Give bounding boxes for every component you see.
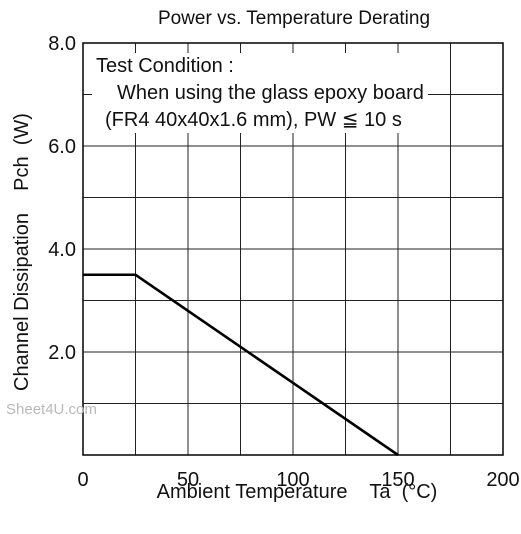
annotation-line-3: (FR4 40x40x1.6 mm), PW ≦ 10 s xyxy=(105,109,402,131)
x-tick-label: 100 xyxy=(276,469,309,491)
annotation-background xyxy=(92,53,428,133)
x-tick-labels: 0 50 100 150 200 xyxy=(77,469,519,491)
x-tick-label: 0 xyxy=(77,469,88,491)
plot-frame xyxy=(82,42,504,456)
y-tick-label: 2.0 xyxy=(48,342,76,364)
x-tick-label: 50 xyxy=(177,469,199,491)
y-tick-label: 4.0 xyxy=(48,239,76,261)
series-layer xyxy=(83,273,399,457)
annotation-line-2: When using the glass epoxy board xyxy=(117,82,424,104)
y-tick-label: 8.0 xyxy=(48,33,76,55)
x-axis-label: Ambient Temperature Ta (°C) xyxy=(157,481,438,503)
x-tick-label: 150 xyxy=(381,469,414,491)
annotation-line-1: Test Condition : xyxy=(96,55,234,77)
x-tick-label: 200 xyxy=(486,469,519,491)
y-tick-labels: 2.0 4.0 6.0 8.0 xyxy=(48,33,76,364)
chart-title: Power vs. Temperature Derating xyxy=(158,8,430,29)
y-tick-label: 6.0 xyxy=(48,136,76,158)
watermark: Sheet4U.com xyxy=(6,401,97,418)
derating-line xyxy=(83,273,399,457)
y-axis-label: Channel Dissipation Pch (W) xyxy=(11,113,33,391)
